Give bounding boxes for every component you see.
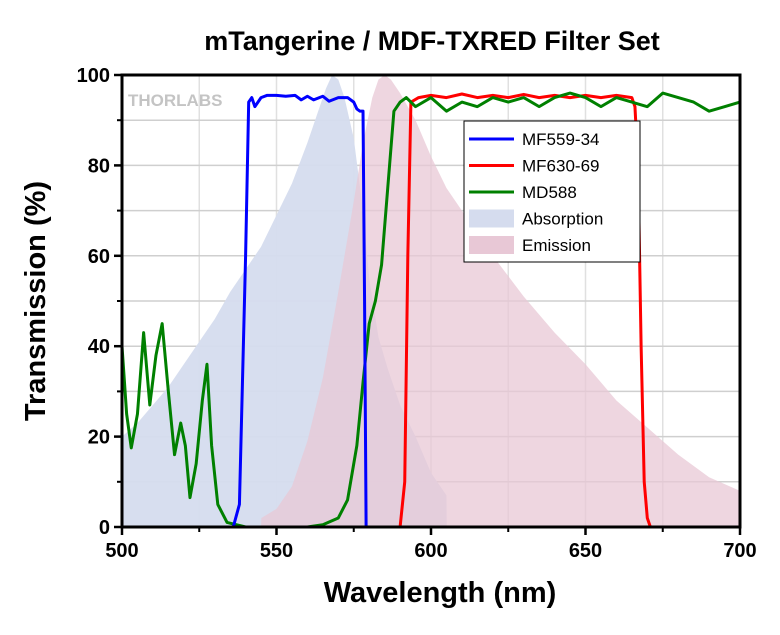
y-tick-label: 60 [88,246,110,268]
series-line-mf630-69 [122,92,740,529]
legend-label: MF630-69 [522,157,599,176]
x-tick-label: 700 [723,540,756,562]
area-emission [261,75,740,527]
series-line-md588 [120,91,741,529]
x-tick-label: 550 [260,540,293,562]
x-tick-label: 600 [414,540,447,562]
watermark-logo: THORLABS [128,91,222,110]
x-tick-label: 500 [105,540,138,562]
x-axis-label: Wavelength (nm) [324,577,557,609]
legend-swatch [469,236,514,254]
series-line-mf559-34 [122,93,740,529]
x-tick-label: 650 [569,540,602,562]
y-tick-label: 40 [88,336,110,358]
legend-label: Absorption [522,210,603,229]
y-tick-label: 80 [88,155,110,177]
legend-label: MD588 [522,183,577,202]
legend-label: MF559-34 [522,130,599,149]
legend: MF559-34 MF630-69 MD588 Absorption Emission [463,120,641,263]
y-tick-label: 0 [99,517,110,539]
y-axis-label: Transmission (%) [20,181,52,421]
chart-title: mTangerine / MDF-TXRED Filter Set [204,26,660,56]
legend-swatch [469,209,514,228]
y-tick-label: 20 [88,427,110,449]
y-tick-label: 100 [77,65,110,87]
legend-label: Emission [522,236,591,255]
